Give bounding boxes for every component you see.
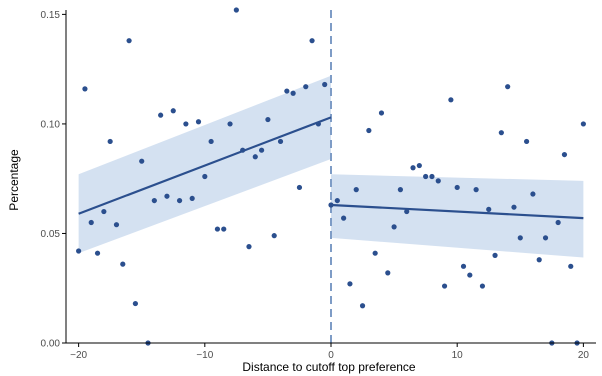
y-tick-label-2: 0.05	[41, 229, 61, 240]
data-point-59	[441, 283, 448, 289]
data-point-50	[385, 270, 391, 276]
data-point-63	[467, 272, 473, 278]
data-point-48	[372, 250, 378, 256]
data-point-33	[277, 138, 284, 145]
data-point-20	[195, 119, 202, 125]
x-tick-label-5: 20	[578, 350, 590, 361]
data-point-36	[296, 184, 303, 191]
data-point-18	[183, 121, 189, 127]
data-point-65	[479, 283, 486, 289]
data-point-3	[88, 219, 94, 226]
data-point-14	[158, 112, 164, 118]
data-point-55	[416, 162, 422, 169]
data-point-52	[397, 187, 404, 193]
data-point-5	[101, 208, 107, 215]
y-axis-title: Percentage	[7, 149, 21, 211]
data-point-72	[523, 138, 530, 145]
x-axis-title: Distance to cutoff top preference	[242, 360, 416, 374]
data-point-19	[189, 195, 195, 202]
x-tick-label-3: 0	[328, 350, 334, 361]
data-point-6	[107, 138, 113, 145]
data-point-34	[284, 88, 290, 94]
data-point-58	[435, 178, 441, 184]
data-point-1	[76, 248, 82, 254]
data-point-41	[328, 202, 334, 208]
data-point-17	[176, 197, 183, 204]
x-axis-ticks: −20 −10 0 10 20	[70, 343, 589, 361]
y-tick-label-1: 0.00	[41, 339, 61, 350]
data-point-8	[120, 261, 126, 267]
data-point-40	[322, 81, 328, 88]
scatter-points	[76, 7, 586, 346]
data-point-35	[290, 90, 296, 96]
fit-line-2	[330, 203, 584, 220]
data-point-31	[265, 116, 271, 123]
data-point-51	[391, 224, 397, 230]
data-point-69	[505, 84, 511, 90]
data-point-38	[309, 38, 315, 44]
data-point-13	[151, 197, 157, 204]
data-point-67	[492, 252, 498, 258]
data-point-74	[536, 257, 542, 263]
data-point-44	[347, 281, 353, 287]
data-point-56	[423, 173, 429, 180]
data-point-62	[460, 263, 467, 269]
data-point-70	[511, 204, 517, 210]
data-point-47	[366, 127, 372, 134]
data-point-32	[271, 233, 277, 239]
data-point-81	[580, 121, 586, 127]
y-tick-label-4: 0.15	[41, 10, 61, 21]
y-axis-ticks: 0.00 0.05 0.10 0.15	[41, 10, 66, 350]
data-point-64	[473, 187, 479, 193]
data-point-24	[221, 226, 227, 232]
data-point-9	[126, 38, 132, 44]
fit-line-1	[78, 116, 332, 215]
data-point-21	[202, 173, 208, 180]
data-point-29	[252, 154, 258, 160]
data-point-78	[561, 151, 568, 158]
data-point-49	[378, 110, 385, 116]
data-point-77	[555, 219, 561, 226]
data-point-15	[164, 193, 170, 199]
data-point-79	[568, 263, 574, 269]
data-point-26	[233, 7, 239, 13]
fit-lines	[78, 116, 584, 220]
data-point-22	[208, 138, 214, 145]
data-point-75	[542, 235, 549, 241]
data-point-60	[448, 97, 454, 103]
data-point-7	[113, 222, 120, 228]
data-point-46	[359, 303, 366, 309]
data-point-30	[258, 147, 265, 153]
x-tick-label-2: −10	[196, 350, 213, 361]
data-point-2	[82, 86, 88, 92]
data-point-28	[246, 244, 252, 250]
data-point-53	[404, 208, 410, 215]
data-point-66	[486, 206, 492, 212]
x-tick-label-4: 10	[452, 350, 464, 361]
data-point-73	[530, 191, 536, 197]
data-point-4	[94, 250, 101, 256]
y-tick-label-3: 0.10	[41, 119, 61, 130]
data-point-10	[132, 300, 139, 307]
data-point-71	[517, 235, 523, 241]
data-point-54	[410, 165, 416, 171]
data-point-25	[227, 121, 233, 127]
data-point-42	[334, 197, 340, 204]
data-point-43	[341, 215, 347, 221]
data-point-11	[139, 158, 145, 164]
data-point-37	[303, 84, 309, 90]
data-point-23	[214, 226, 221, 232]
data-point-61	[454, 184, 460, 191]
x-tick-label-1: −20	[70, 350, 87, 361]
data-point-16	[170, 108, 176, 114]
data-point-57	[429, 173, 435, 180]
data-point-68	[498, 130, 504, 136]
data-point-45	[353, 187, 359, 193]
